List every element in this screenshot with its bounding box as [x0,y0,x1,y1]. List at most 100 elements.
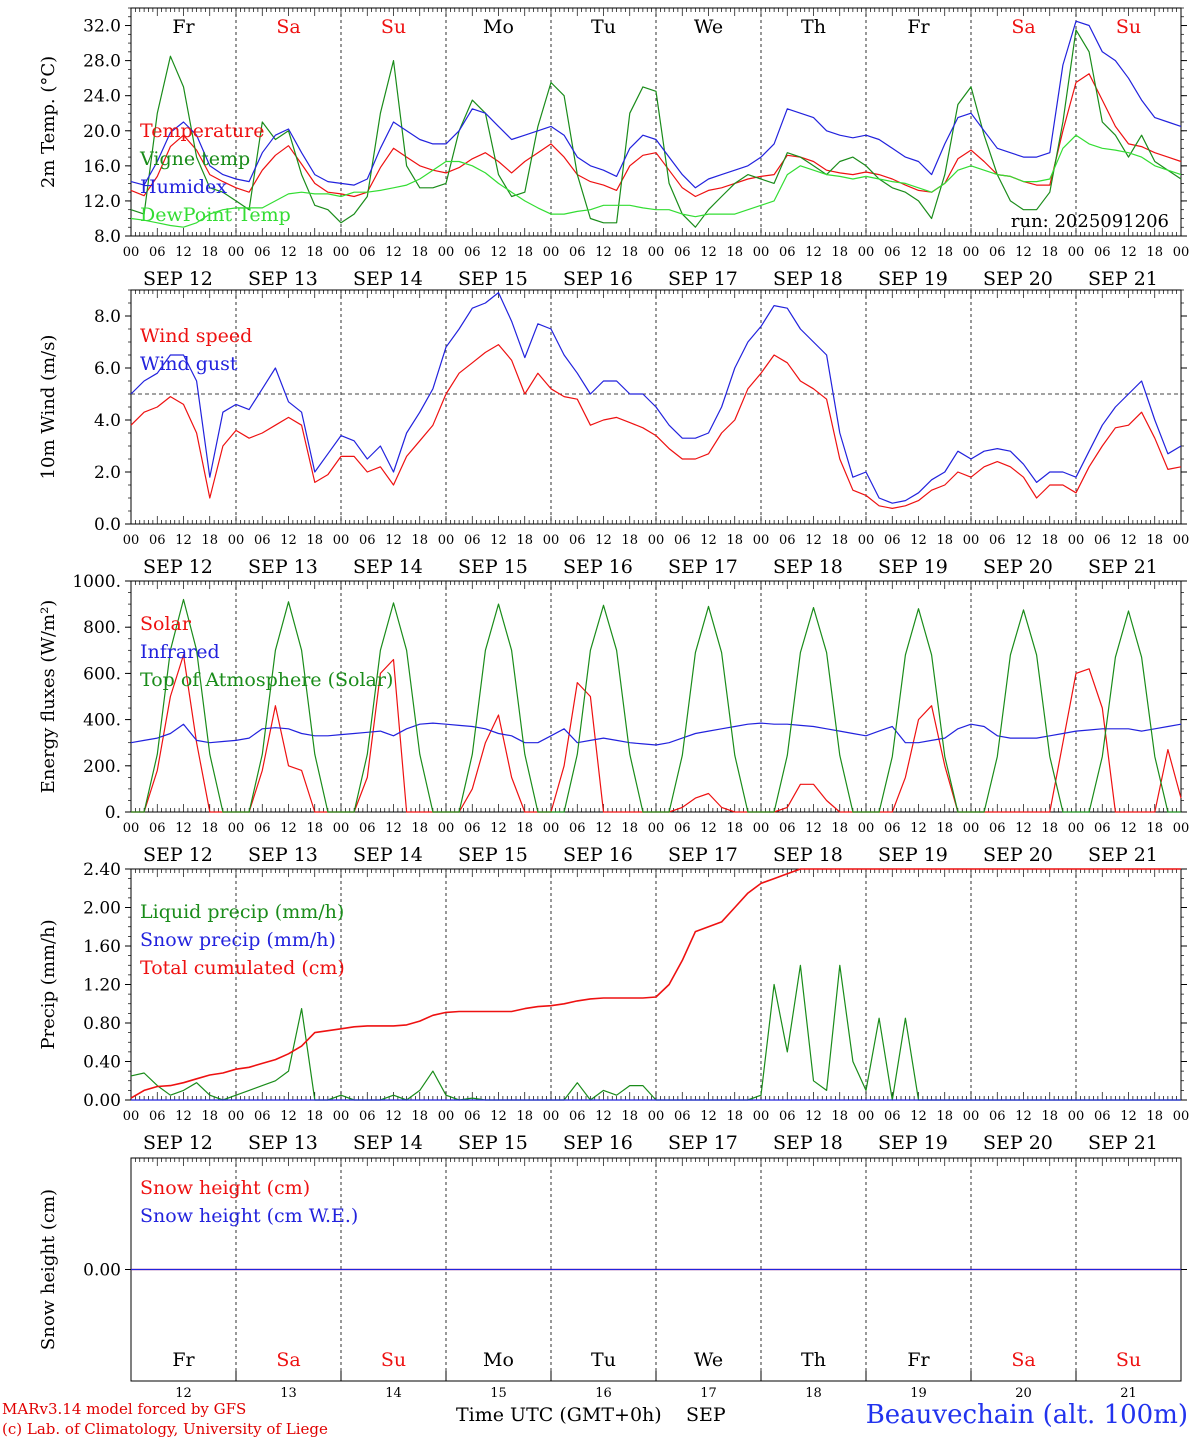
hour-tick-label: 18 [1146,533,1163,548]
date-label: SEP 21 [1088,1132,1158,1154]
hour-tick-label: 12 [595,245,612,260]
hour-tick-label: 12 [910,821,927,836]
hour-tick-label: 18 [621,1109,638,1124]
hour-tick-label: 06 [254,1109,271,1124]
day-number-label: 12 [175,1386,192,1400]
hour-tick-label: 06 [359,245,376,260]
weekday-label: Tu [591,1349,616,1371]
date-label: SEP 19 [878,1132,948,1154]
hour-tick-label: 18 [306,821,323,836]
hour-tick-label: 06 [464,245,481,260]
y-tick-label: 400. [83,711,121,731]
hour-tick-label: 06 [149,1109,166,1124]
hour-tick-label: 06 [254,821,271,836]
y-tick-label: 1.20 [83,976,121,996]
hour-tick-label: 12 [1015,245,1032,260]
hour-tick-label: 00 [858,533,875,548]
hour-tick-label: 12 [805,1109,822,1124]
day-number-label: 13 [280,1386,297,1400]
hour-tick-label: 06 [569,533,586,548]
hour-tick-label: 00 [1068,245,1085,260]
hour-tick-label: 18 [306,245,323,260]
hour-tick-label: 06 [1094,245,1111,260]
date-label: SEP 13 [248,556,318,578]
series-line-vigne-temp [130,29,1182,228]
date-label: SEP 16 [563,844,633,866]
hour-tick-label: 00 [858,1109,875,1124]
hour-tick-label: 06 [674,245,691,260]
hour-tick-label: 00 [123,533,140,548]
hour-tick-label: 18 [621,533,638,548]
hour-tick-label: 18 [1041,533,1058,548]
legend-entry: Solar [140,613,192,635]
hour-tick-label: 18 [726,245,743,260]
run-annotation: run: 2025091206 [1011,211,1169,232]
hour-tick-label: 00 [963,533,980,548]
hour-tick-label: 12 [805,533,822,548]
hour-tick-label: 00 [333,533,350,548]
hour-tick-label: 12 [595,533,612,548]
legend-entry: Total cumulated (cm) [140,957,345,979]
hour-tick-label: 06 [464,821,481,836]
y-tick-label: 0.00 [83,1091,121,1111]
hour-tick-label: 12 [280,245,297,260]
y-tick-label: 8.0 [94,307,121,327]
day-number-label: 15 [490,1386,507,1400]
panel-2: 0.0 2.0 4.0 6.0 8.0 10m Wind (m/s) Wind speed W… [38,289,1189,578]
hour-tick-label: 00 [543,533,560,548]
hour-tick-label: 06 [884,1109,901,1124]
legend-entry: Infrared [140,641,220,663]
hour-tick-label: 12 [700,533,717,548]
weekday-label: Su [1116,1349,1141,1371]
date-label: SEP 14 [353,268,423,290]
date-label: SEP 15 [458,268,528,290]
y-tick-label: 28.0 [83,52,121,72]
y-tick-label: 12.0 [83,192,121,212]
hour-tick-label: 06 [254,533,271,548]
panel-4: 0.00 0.40 0.80 1.20 1.60 2.00 2.40 Precip (mm/h… [38,860,1189,1154]
hour-tick-label: 00 [1068,1109,1085,1124]
hour-tick-label: 00 [858,821,875,836]
date-label: SEP 12 [143,556,213,578]
day-number-label: 18 [805,1386,822,1400]
legend-entry: Wind gust [140,353,238,375]
hour-tick-label: 12 [385,821,402,836]
hour-tick-label: 06 [149,821,166,836]
hour-tick-label: 06 [779,533,796,548]
y-tick-label: 2.00 [83,899,121,919]
hour-tick-label: 18 [726,821,743,836]
legend-entry: Top of Atmosphere (Solar) [140,669,393,691]
date-label: SEP 12 [143,1132,213,1154]
hour-tick-label: 18 [936,821,953,836]
hour-tick-label: 18 [306,533,323,548]
hour-tick-label: 12 [175,821,192,836]
y-tick-label: 2.0 [94,463,121,483]
hour-tick-label: 18 [726,533,743,548]
hour-tick-label: 12 [280,1109,297,1124]
day-number-label: 19 [910,1386,927,1400]
hour-tick-label: 18 [201,1109,218,1124]
hour-tick-label: 00 [648,1109,665,1124]
date-label: SEP 13 [248,268,318,290]
hour-tick-label: 12 [700,245,717,260]
hour-tick-label: 00 [543,821,560,836]
weekday-label: Fr [172,1349,195,1371]
hour-tick-label: 06 [884,533,901,548]
date-label: SEP 19 [878,556,948,578]
weekday-label: Sa [276,1349,300,1371]
hour-tick-label: 06 [149,533,166,548]
hour-tick-label: 12 [175,1109,192,1124]
hour-tick-label: 06 [359,821,376,836]
hour-tick-label: 18 [201,533,218,548]
hour-tick-label: 00 [753,245,770,260]
date-label: SEP 16 [563,1132,633,1154]
hour-tick-label: 12 [805,245,822,260]
legend-entry: Liquid precip (mm/h) [140,901,344,923]
y-tick-label: 0.00 [83,1261,121,1281]
y-tick-label: 16.0 [83,157,121,177]
hour-tick-label: 12 [1120,1109,1137,1124]
y-tick-label: 200. [83,757,121,777]
hour-tick-label: 00 [963,245,980,260]
series-line-dewpoint-temp [130,134,1182,228]
series-line-infrared [130,722,1182,746]
